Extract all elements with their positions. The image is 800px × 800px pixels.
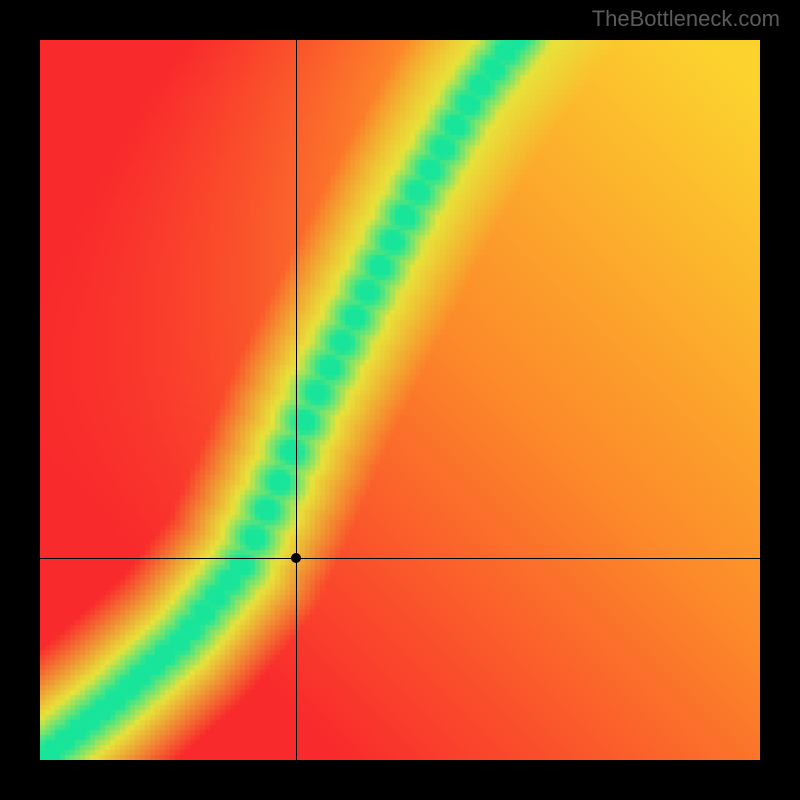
crosshair-horizontal [40, 558, 760, 559]
heatmap-canvas [40, 40, 760, 760]
chart-container: TheBottleneck.com [0, 0, 800, 800]
marker-dot [291, 553, 301, 563]
plot-area [40, 40, 760, 760]
crosshair-vertical [296, 40, 297, 760]
watermark-text: TheBottleneck.com [592, 6, 780, 32]
